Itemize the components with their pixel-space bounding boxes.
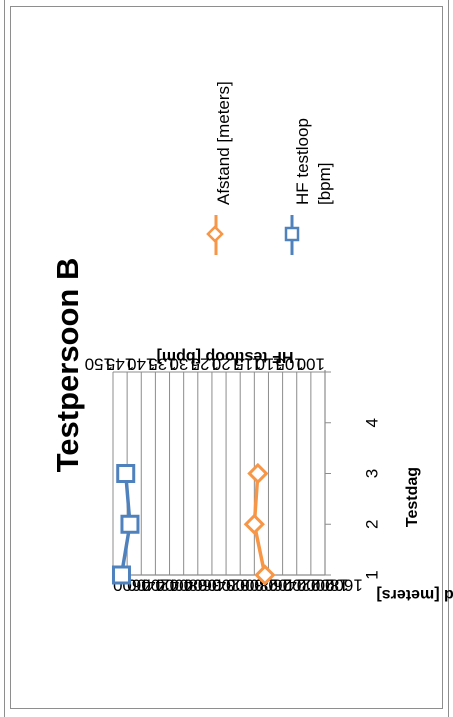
y-tick-label: 1600	[325, 576, 363, 595]
y-tick-label: 1800	[311, 576, 349, 595]
y2-tick-label: 135	[148, 355, 176, 374]
y-tick-label: 3400	[198, 576, 236, 595]
plot-area: 1234460044004200400038003600340032003000…	[85, 355, 382, 595]
left-axis-title: Afstand [meters]	[376, 586, 453, 603]
legend-hf-square-icon	[284, 226, 300, 242]
left-edge-line	[4, 0, 5, 717]
y2-tick-label: 145	[106, 355, 134, 374]
series-afstand-point	[254, 564, 276, 586]
y-tick-label: 3000	[226, 576, 264, 595]
series-hf-point	[120, 514, 140, 534]
y-tick-label: 4200	[141, 576, 179, 595]
legend-afstand-diamond-icon	[206, 225, 224, 243]
series-hf-point	[116, 464, 136, 483]
y-tick-label: 4400	[127, 576, 165, 595]
right-axis-title: HF testloop [bpm]	[157, 348, 294, 365]
y2-tick-label: 110	[255, 355, 282, 374]
y2-tick-label: 120	[212, 355, 240, 374]
y2-tick-label: 150	[85, 355, 113, 374]
y-tick-label: 2000	[297, 576, 335, 595]
y2-tick-label: 130	[169, 355, 197, 374]
x-axis-title: Testdag	[404, 467, 421, 527]
right-edge-line	[448, 0, 449, 717]
legend: Afstand [meters] HF testloop [bpm]	[206, 81, 334, 255]
y-tick-label: 3800	[170, 576, 208, 595]
y-tick-label: 3200	[212, 576, 250, 595]
chart-title: Testpersoon B	[50, 258, 85, 473]
y-tick-label: 2200	[283, 576, 321, 595]
y2-tick-label: 125	[191, 355, 219, 374]
x-tick-label: 1	[362, 570, 381, 579]
legend-hf-label-line1: HF testloop [bpm]	[293, 118, 334, 205]
y-tick-label: 4000	[155, 576, 193, 595]
legend-hf-label-part1: HF testloop	[293, 118, 312, 205]
legend-hf-label-part2: [bpm]	[315, 162, 334, 205]
series-afstand-point	[243, 513, 265, 535]
x-tick-label: 3	[362, 469, 381, 478]
series-hf-point	[111, 565, 131, 585]
series-afstand-point	[247, 462, 269, 485]
legend-afstand-label: Afstand [meters]	[214, 81, 233, 205]
y2-tick-label: 100	[297, 355, 325, 374]
chart-frame	[10, 6, 443, 709]
x-tick-label: 2	[362, 520, 381, 529]
y-tick-label: 2400	[268, 576, 306, 595]
y-tick-label: 3600	[184, 576, 222, 595]
y2-tick-label: 115	[234, 355, 261, 374]
x-tick-label: 4	[362, 418, 381, 427]
y2-tick-label: 105	[275, 355, 303, 374]
y2-tick-label: 140	[127, 355, 155, 374]
